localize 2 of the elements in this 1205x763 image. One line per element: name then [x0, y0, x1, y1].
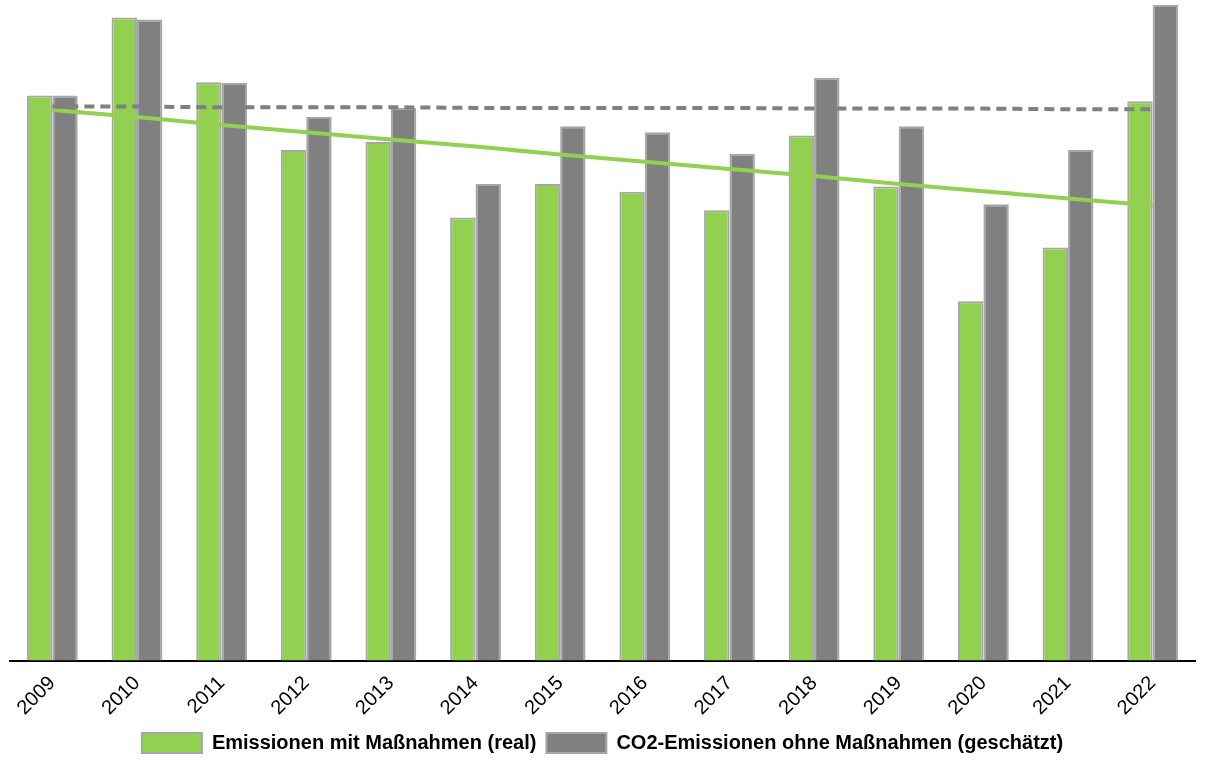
legend-label: Emissionen mit Maßnahmen (real) — [211, 730, 537, 753]
legend-label: CO2-Emissionen ohne Maßnahmen (geschätzt) — [616, 730, 1064, 753]
